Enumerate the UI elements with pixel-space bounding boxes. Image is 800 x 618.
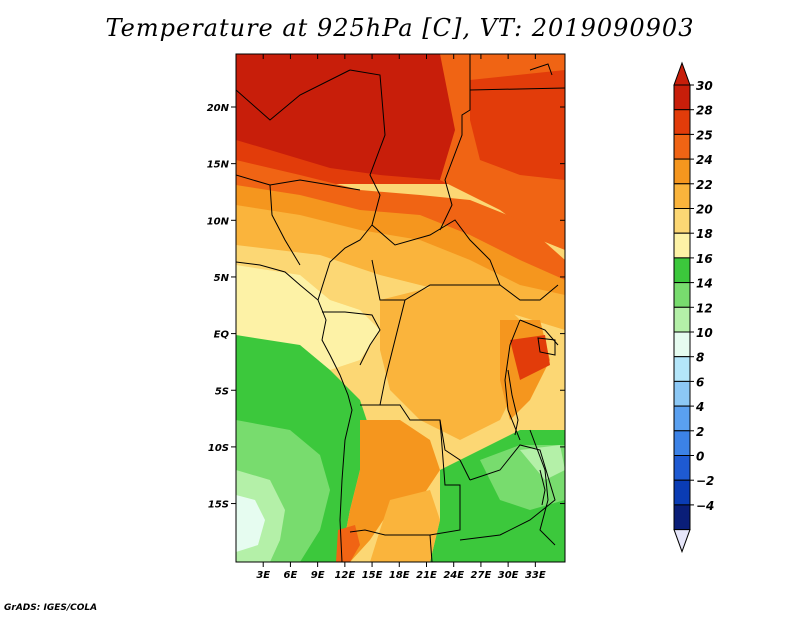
field-zone-22-south: [370, 490, 440, 562]
colorbar-label: 6: [696, 375, 704, 389]
field-zone-25-band: [236, 160, 565, 285]
border-gabon: [322, 311, 381, 366]
colorbar-swatch: [673, 158, 691, 185]
colorbar-swatch: [673, 232, 691, 259]
border-chad-car: [371, 219, 501, 286]
colorbar-label: 8: [696, 351, 704, 365]
colorbar-swatch: [673, 282, 691, 308]
colorbar-label: 0: [696, 450, 704, 464]
colorbar-label: 24: [696, 153, 713, 167]
colorbar-label: 28: [696, 104, 713, 118]
lake-tanganyika: [507, 369, 519, 436]
border-cameroon-car: [317, 224, 373, 301]
lon-tick-label: 3E: [256, 570, 270, 581]
coastline: [236, 261, 353, 562]
colorbar-swatch: [673, 430, 691, 456]
colorbar-swatch: [673, 109, 691, 135]
colorbar-bottom-arrow: [673, 529, 691, 554]
field-zone-30-north: [236, 54, 470, 180]
colorbar-label: −2: [696, 474, 714, 488]
colorbar-label: 2: [696, 425, 704, 439]
colorbar-swatch: [673, 183, 691, 210]
border-north-lat: [469, 87, 565, 91]
temperature-field: [236, 54, 565, 562]
lon-tick-label: 30E: [498, 570, 519, 581]
map-title: Temperature at 925hPa [C], VT: 201909090…: [105, 14, 695, 42]
country-boundaries: [236, 54, 565, 562]
colorbar-label: 25: [696, 128, 713, 142]
border-angola-zambia: [349, 419, 461, 536]
lon-tick-label: 33E: [525, 570, 546, 581]
field-zone-10-southwest: [236, 495, 265, 552]
colorbar-swatch: [673, 133, 691, 160]
border-drc-east: [504, 319, 521, 441]
lat-tick-label: 15N: [207, 160, 230, 171]
colorbar-swatch: [673, 455, 691, 481]
lat-tick-label: 5S: [215, 386, 229, 397]
field-zone-28-rift: [510, 335, 550, 380]
border-south-sudan: [499, 284, 559, 301]
colorbar-label: 18: [696, 227, 713, 241]
lon-tick-label: 21E: [416, 570, 437, 581]
lon-tick-label: 12E: [334, 570, 355, 581]
colorbar-swatch: [673, 380, 691, 407]
lon-tick-label: 27E: [471, 570, 492, 581]
colorbar-swatch: [673, 257, 691, 284]
border-nigeria-cameroon: [269, 184, 301, 266]
lat-tick-label: 10N: [207, 216, 230, 227]
lat-tick-label: 20N: [207, 103, 230, 114]
lake-malawi: [539, 469, 546, 506]
colorbar-label: 20: [696, 203, 713, 217]
lon-tick-label: 6E: [284, 570, 298, 581]
colorbar-swatch: [673, 504, 691, 531]
axis-ticks: 3E 6E 9E 12E 15E 18E 21E 24E 27E 30E 33E 20N 15N 10N 5…: [207, 54, 565, 581]
field-zone-24-south: [340, 420, 440, 562]
field-zone-22-congo: [380, 285, 530, 440]
colorbar-swatch: [673, 208, 691, 234]
map-frame: [235, 53, 566, 563]
colorbar-swatch: [673, 405, 691, 432]
border-niger-nigeria: [236, 174, 361, 191]
colorbar-top-arrow: [673, 61, 691, 86]
lon-tick-label: 15E: [362, 570, 383, 581]
lat-tick-label: 5N: [214, 273, 230, 284]
lat-tick-label: 15S: [208, 500, 229, 511]
colorbar-swatch: [673, 84, 691, 111]
colorbar-label: 12: [696, 301, 713, 315]
colorbar-label: 14: [696, 277, 713, 291]
colorbar-label: 22: [696, 178, 713, 192]
colorbar-label: 4: [695, 400, 704, 414]
grads-credit: GrADS: IGES/COLA: [4, 603, 98, 613]
lon-tick-label: 9E: [311, 570, 325, 581]
border-car-congo: [371, 259, 500, 301]
colorbar-label: 16: [696, 252, 713, 266]
colorbar-swatch: [673, 331, 691, 358]
colorbar-swatch: [673, 479, 691, 506]
border-zambia: [459, 444, 556, 541]
colorbar-swatch: [673, 306, 691, 333]
border-botswana: [429, 534, 433, 562]
colorbar-label: −4: [696, 499, 714, 513]
lon-tick-label: 24E: [443, 570, 464, 581]
field-zone-28-northeast: [470, 70, 565, 180]
colorbar-swatch: [673, 356, 691, 382]
lon-tick-label: 18E: [389, 570, 410, 581]
lat-tick-label: EQ: [214, 330, 230, 341]
colorbar-label: 30: [696, 79, 713, 93]
border-sahara-west: [236, 69, 351, 121]
border-mozambique: [529, 429, 556, 546]
lake-victoria: [537, 337, 556, 356]
colorbar-label: 10: [696, 326, 713, 340]
lat-tick-label: 10S: [208, 443, 229, 454]
border-egypt-sudan: [439, 54, 471, 231]
border-red-sea: [529, 63, 553, 76]
border-sahara-east: [349, 69, 386, 226]
